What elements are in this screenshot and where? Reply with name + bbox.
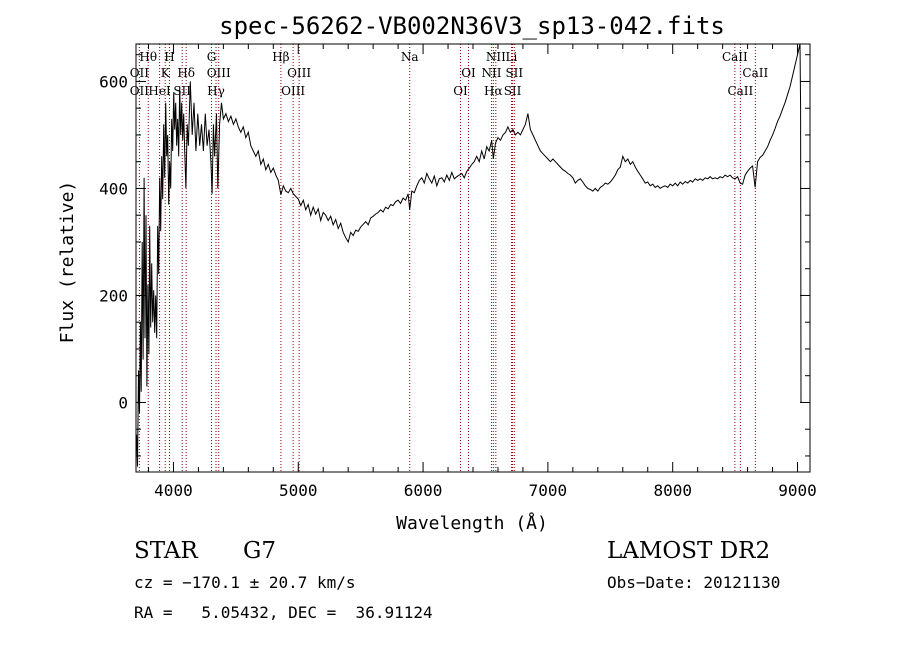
spectral-line-label: OI	[453, 84, 468, 98]
spectral-line-label: Na	[401, 50, 419, 64]
x-tick-label: 8000	[653, 481, 692, 500]
spectral-line-label: SII	[504, 84, 522, 98]
y-axis-label: Flux (relative)	[57, 181, 78, 344]
spectral-line-label: OI	[461, 66, 476, 80]
spectral-line-label: CaII	[742, 66, 768, 80]
spectral-line-label: Hγ	[207, 84, 225, 98]
spectral-line-label: CaII	[727, 84, 753, 98]
object-subclass: G7	[243, 538, 277, 564]
x-tick-label: 9000	[778, 481, 817, 500]
y-tick-label: 600	[99, 72, 128, 91]
y-tick-label: 0	[118, 393, 128, 412]
x-tick-label: 4000	[154, 481, 193, 500]
spectral-line-label: OIII	[207, 66, 231, 80]
spectral-line-label: Hβ	[272, 50, 289, 64]
spectral-line-label: K	[161, 66, 171, 80]
x-axis: 4000 5000 6000 7000 8000 9000	[147, 44, 817, 500]
y-tick-label: 400	[99, 179, 128, 198]
survey-name: LAMOST DR2	[607, 538, 771, 564]
spectral-line-label: Hα	[484, 84, 503, 98]
spectral-line-label: H	[164, 50, 174, 64]
plot-frame	[135, 43, 811, 473]
spectral-line-label: HeI	[148, 84, 171, 98]
spectral-line-label: OII	[130, 84, 150, 98]
spectral-line-label: Li	[506, 50, 518, 64]
spectral-line-label: G	[207, 50, 217, 64]
y-tick-label: 200	[99, 286, 128, 305]
spectral-line-label: NII	[486, 50, 506, 64]
sky-coordinates: RA = 5.05432, DEC = 36.91124	[134, 603, 433, 622]
observation-date: Obs−Date: 20121130	[607, 573, 781, 592]
spectral-line-label: CaII	[722, 50, 748, 64]
spectral-line-label: SII	[173, 84, 191, 98]
object-class: STAR	[134, 538, 198, 564]
spectral-line-label: SII	[505, 66, 523, 80]
y-axis: 0 200 400 600	[99, 54, 810, 457]
x-tick-label: 6000	[404, 481, 443, 500]
spectral-line-label: NII	[481, 66, 501, 80]
x-tick-label: 5000	[279, 481, 318, 500]
x-axis-label: Wavelength (Å)	[396, 512, 548, 534]
spectral-line-label: Hθ	[139, 50, 157, 64]
line-markers	[138, 44, 756, 472]
spectral-line-label: OII	[130, 66, 150, 80]
flux-series-line	[136, 43, 802, 467]
redshift-velocity: cz = −170.1 ± 20.7 km/s	[134, 573, 356, 592]
x-tick-label: 7000	[529, 481, 568, 500]
chart-title: spec-56262-VB002N36V3_sp13-042.fits	[219, 12, 725, 40]
spectral-line-label: OIII	[287, 66, 311, 80]
spectral-line-label: Hδ	[177, 66, 195, 80]
spectral-line-label: OIII	[281, 84, 305, 98]
